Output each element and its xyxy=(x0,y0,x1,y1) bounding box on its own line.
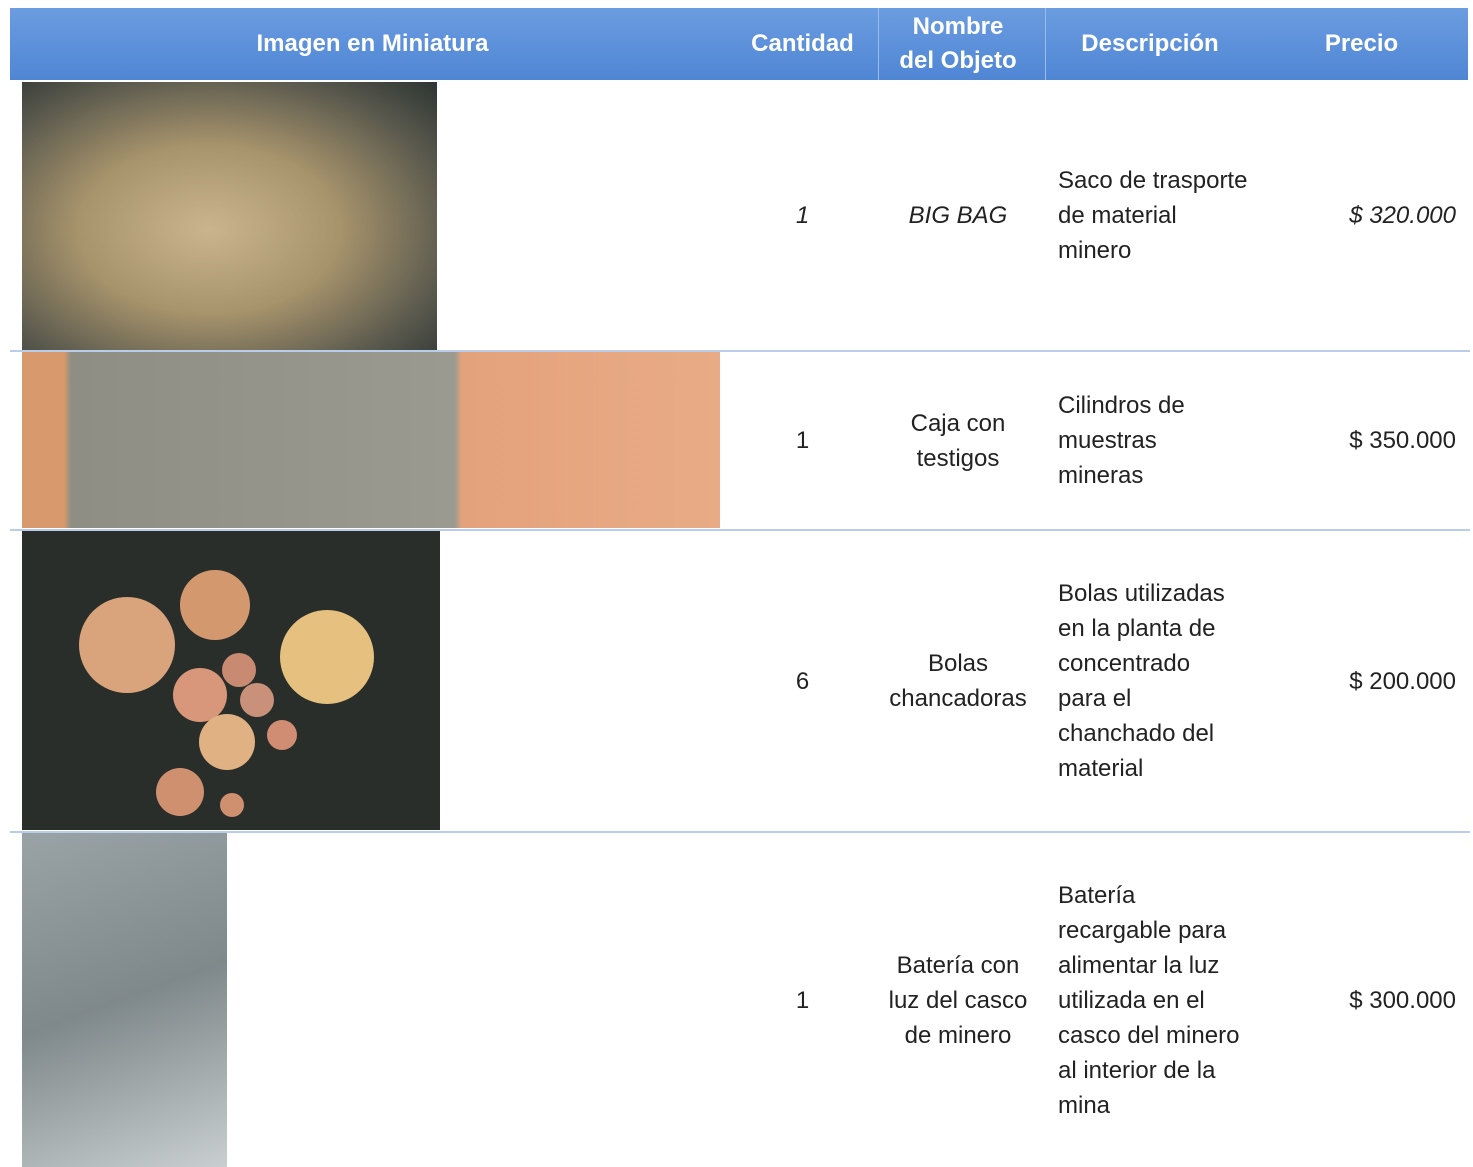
quantity: 1 xyxy=(795,201,810,229)
divider xyxy=(1045,8,1046,80)
header-cell: Cantidad xyxy=(751,30,854,57)
quantity: 6 xyxy=(795,667,810,695)
row-divider xyxy=(10,529,1470,531)
price: $ 200.000 xyxy=(1349,667,1456,695)
description: Cilindros de muestras mineras xyxy=(1058,392,1185,489)
price: $ 320.000 xyxy=(1349,201,1456,229)
description: Batería recargable para alimentar la luz… xyxy=(1058,881,1240,1119)
thumbnail-core-box xyxy=(22,352,720,528)
item-name: Caja con testigos xyxy=(910,409,1006,472)
row-divider xyxy=(10,831,1470,833)
thumbnail-big-bag xyxy=(22,82,437,350)
quantity: 1 xyxy=(795,986,810,1014)
header-cell: Precio xyxy=(1324,30,1399,57)
description: Bolas utilizadas en la planta de concent… xyxy=(1058,580,1225,782)
header-cell: Descripción xyxy=(1081,30,1219,57)
thumbnail-battery xyxy=(22,832,227,1167)
header-cell: Nombre del Objeto xyxy=(899,13,1017,74)
thumbnail-balls xyxy=(22,530,440,830)
quantity: 1 xyxy=(795,427,810,454)
price: $ 350.000 xyxy=(1349,427,1456,454)
balls-drawing xyxy=(79,570,374,817)
row-divider xyxy=(10,350,1470,352)
header-bar xyxy=(10,8,1468,80)
price: $ 300.000 xyxy=(1349,986,1456,1014)
divider xyxy=(878,8,879,80)
item-name: Batería con luz del casco de minero xyxy=(888,951,1028,1049)
item-name: BIG BAG xyxy=(908,201,1008,229)
description: Saco de trasporte de material minero xyxy=(1058,166,1248,264)
header-cell: Imagen en Miniatura xyxy=(256,30,489,57)
item-name: Bolas chancadoras xyxy=(889,650,1027,712)
